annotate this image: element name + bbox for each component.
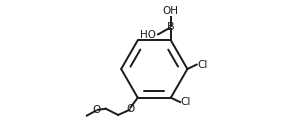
Text: Cl: Cl [181,97,191,107]
Text: Cl: Cl [197,60,208,70]
Text: O: O [126,104,135,114]
Text: O: O [93,105,101,115]
Text: HO: HO [140,30,156,40]
Text: OH: OH [163,6,179,16]
Text: B: B [167,22,175,32]
